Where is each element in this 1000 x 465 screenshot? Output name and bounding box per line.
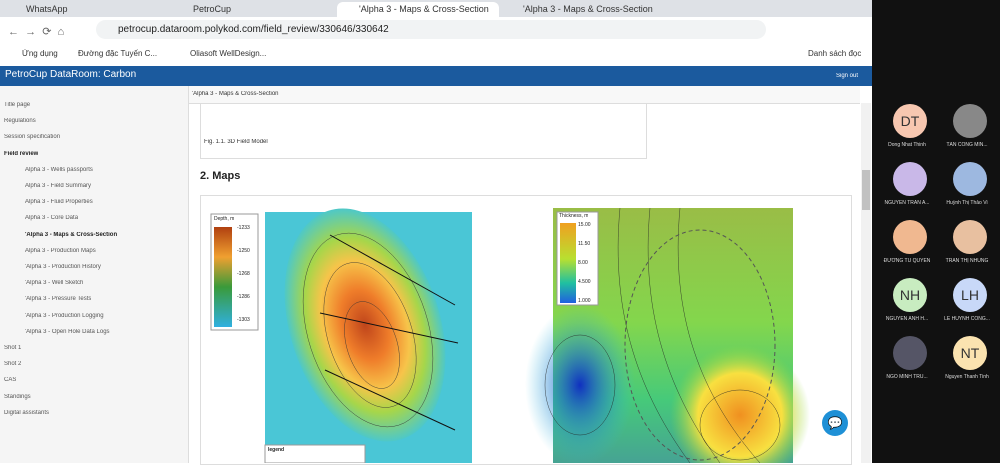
participant-tile[interactable]: ĐƯỜNG TÚ QUYÊN [877, 216, 937, 276]
reading-list[interactable]: Danh sách đọc [808, 49, 862, 58]
sidebar-item[interactable]: Regulations [4, 118, 36, 125]
scrollbar[interactable] [861, 103, 871, 463]
sidebar-item[interactable]: Alpha 3 - Field Summary [25, 183, 92, 189]
chat-button[interactable]: 💬 [822, 410, 848, 436]
participant-tile[interactable]: TRẦN THỊ NHUNG [937, 216, 997, 276]
avatar: NT [953, 336, 987, 370]
tab[interactable]: 'Alpha 3 - Maps & Cross-Section [337, 2, 499, 17]
legend-value: 1.000 [578, 298, 591, 304]
participant-name: NGUYỄN ANH H... [885, 316, 929, 322]
legend-value: -1286 [237, 294, 250, 300]
breadcrumb-bar [189, 86, 860, 104]
avatar [893, 336, 927, 370]
avatar [953, 162, 987, 196]
sidebar-item[interactable]: CAS [4, 377, 17, 384]
bookmark[interactable]: Đường đặc Tuyến C... [78, 49, 158, 58]
avatar [953, 104, 987, 138]
avatar [893, 162, 927, 196]
bookmark[interactable]: Ứng dụng [22, 49, 58, 58]
avatar: DT [893, 104, 927, 138]
participant-name: Nguyen Thanh Tinh [945, 374, 989, 380]
sidebar-item[interactable]: 'Alpha 3 - Production History [25, 264, 101, 270]
legend-label: legend [268, 447, 285, 453]
tab[interactable]: PetroCup [193, 4, 232, 14]
scroll-thumb[interactable] [862, 170, 870, 210]
legend-value: -1303 [237, 317, 250, 323]
participant-name: ĐƯỜNG TÚ QUYÊN [883, 258, 931, 264]
avatar: NH [893, 278, 927, 312]
legend-value: -1268 [237, 271, 250, 277]
participant-tile[interactable]: Huỳnh Thị Thảo Vi [937, 158, 997, 218]
participant-tile[interactable]: TÂN CÔNG MIN... [937, 100, 997, 160]
participant-name: NGÔ MINH TRU... [886, 374, 928, 380]
sidebar-item[interactable]: 'Alpha 3 - Well Sketch [25, 280, 84, 287]
participant-tile[interactable]: DT Dong Nhat Thinh [877, 100, 937, 160]
avatar: LH [953, 278, 987, 312]
tab[interactable]: 'Alpha 3 - Maps & Cross-Section [523, 4, 653, 14]
omnibox[interactable] [96, 20, 766, 39]
participant-name: LE HUYNH CONG... [944, 316, 990, 322]
sidebar-item[interactable]: 'Alpha 3 - Open Hole Data Logs [25, 328, 110, 335]
app-title: PetroCup DataRoom: Carbon [5, 69, 137, 80]
participant-tile[interactable]: NT Nguyen Thanh Tinh [937, 332, 997, 392]
app-header [0, 66, 872, 86]
sidebar-item[interactable]: Session specification [4, 134, 61, 141]
section-heading: 2. Maps [200, 170, 241, 182]
avatar [893, 220, 927, 254]
sign-out[interactable]: Sign out [836, 73, 859, 79]
sidebar-item[interactable]: 'Alpha 3 - Maps & Cross-Section [25, 231, 118, 238]
nav-buttons[interactable]: ← → ⟳ ⌂ [8, 26, 65, 38]
url[interactable]: petrocup.dataroom.polykod.com/field_revi… [118, 24, 389, 35]
legend-value: 4.500 [578, 279, 591, 285]
participant-name: TÂN CÔNG MIN... [946, 142, 988, 148]
legend-value: 11.50 [578, 241, 591, 247]
sidebar [0, 86, 189, 463]
breadcrumb: 'Alpha 3 - Maps & Cross-Section [192, 91, 279, 97]
maps [210, 207, 810, 463]
sidebar-item[interactable]: Title page [4, 102, 31, 108]
participant-tile[interactable]: NGUYỄN TRẦN A... [877, 158, 937, 218]
sidebar-item[interactable]: Alpha 3 - Fluid Properties [25, 199, 93, 206]
sidebar-item[interactable]: 'Alpha 3 - Production Logging [25, 312, 104, 319]
sidebar-item[interactable]: Shot 2 [4, 361, 22, 368]
sidebar-item[interactable]: Shot 1 [4, 345, 22, 351]
participant-name: Dong Nhat Thinh [888, 142, 926, 148]
sidebar-item[interactable]: Alpha 3 - Core Data [25, 215, 79, 222]
sidebar-item[interactable]: Alpha 3 - Wells passports [25, 166, 93, 173]
legend-value: -1233 [237, 225, 250, 231]
legend-title: Depth, m [214, 216, 235, 222]
legend-title: Thickness, m [559, 213, 589, 219]
bookmark[interactable]: Oliasoft WellDesign... [190, 49, 267, 58]
participant-tile[interactable]: LH LE HUYNH CONG... [937, 274, 997, 334]
participant-name: Huỳnh Thị Thảo Vi [946, 200, 988, 206]
legend-value: 15.00 [578, 222, 591, 228]
participant-tile[interactable]: NGÔ MINH TRU... [877, 332, 937, 392]
participant-name: TRẦN THỊ NHUNG [945, 258, 989, 264]
figure-box [200, 103, 647, 159]
figure-caption: Fig. 1.1. 3D Field Model [204, 139, 268, 145]
sidebar-item[interactable]: Standings [4, 393, 31, 400]
sidebar-item[interactable]: Alpha 3 - Production Maps [25, 247, 96, 254]
legend-value: 8.00 [578, 260, 588, 266]
tab[interactable]: WhatsApp [26, 4, 68, 14]
sidebar-item[interactable]: Field review [4, 150, 39, 157]
legend-value: -1250 [237, 248, 250, 254]
participant-tile[interactable]: NH NGUYỄN ANH H... [877, 274, 937, 334]
sidebar-item[interactable]: 'Alpha 3 - Pressure Tests [25, 296, 92, 303]
participant-name: NGUYỄN TRẦN A... [884, 200, 930, 206]
sidebar-item[interactable]: Digital assistants [4, 409, 50, 416]
avatar [953, 220, 987, 254]
